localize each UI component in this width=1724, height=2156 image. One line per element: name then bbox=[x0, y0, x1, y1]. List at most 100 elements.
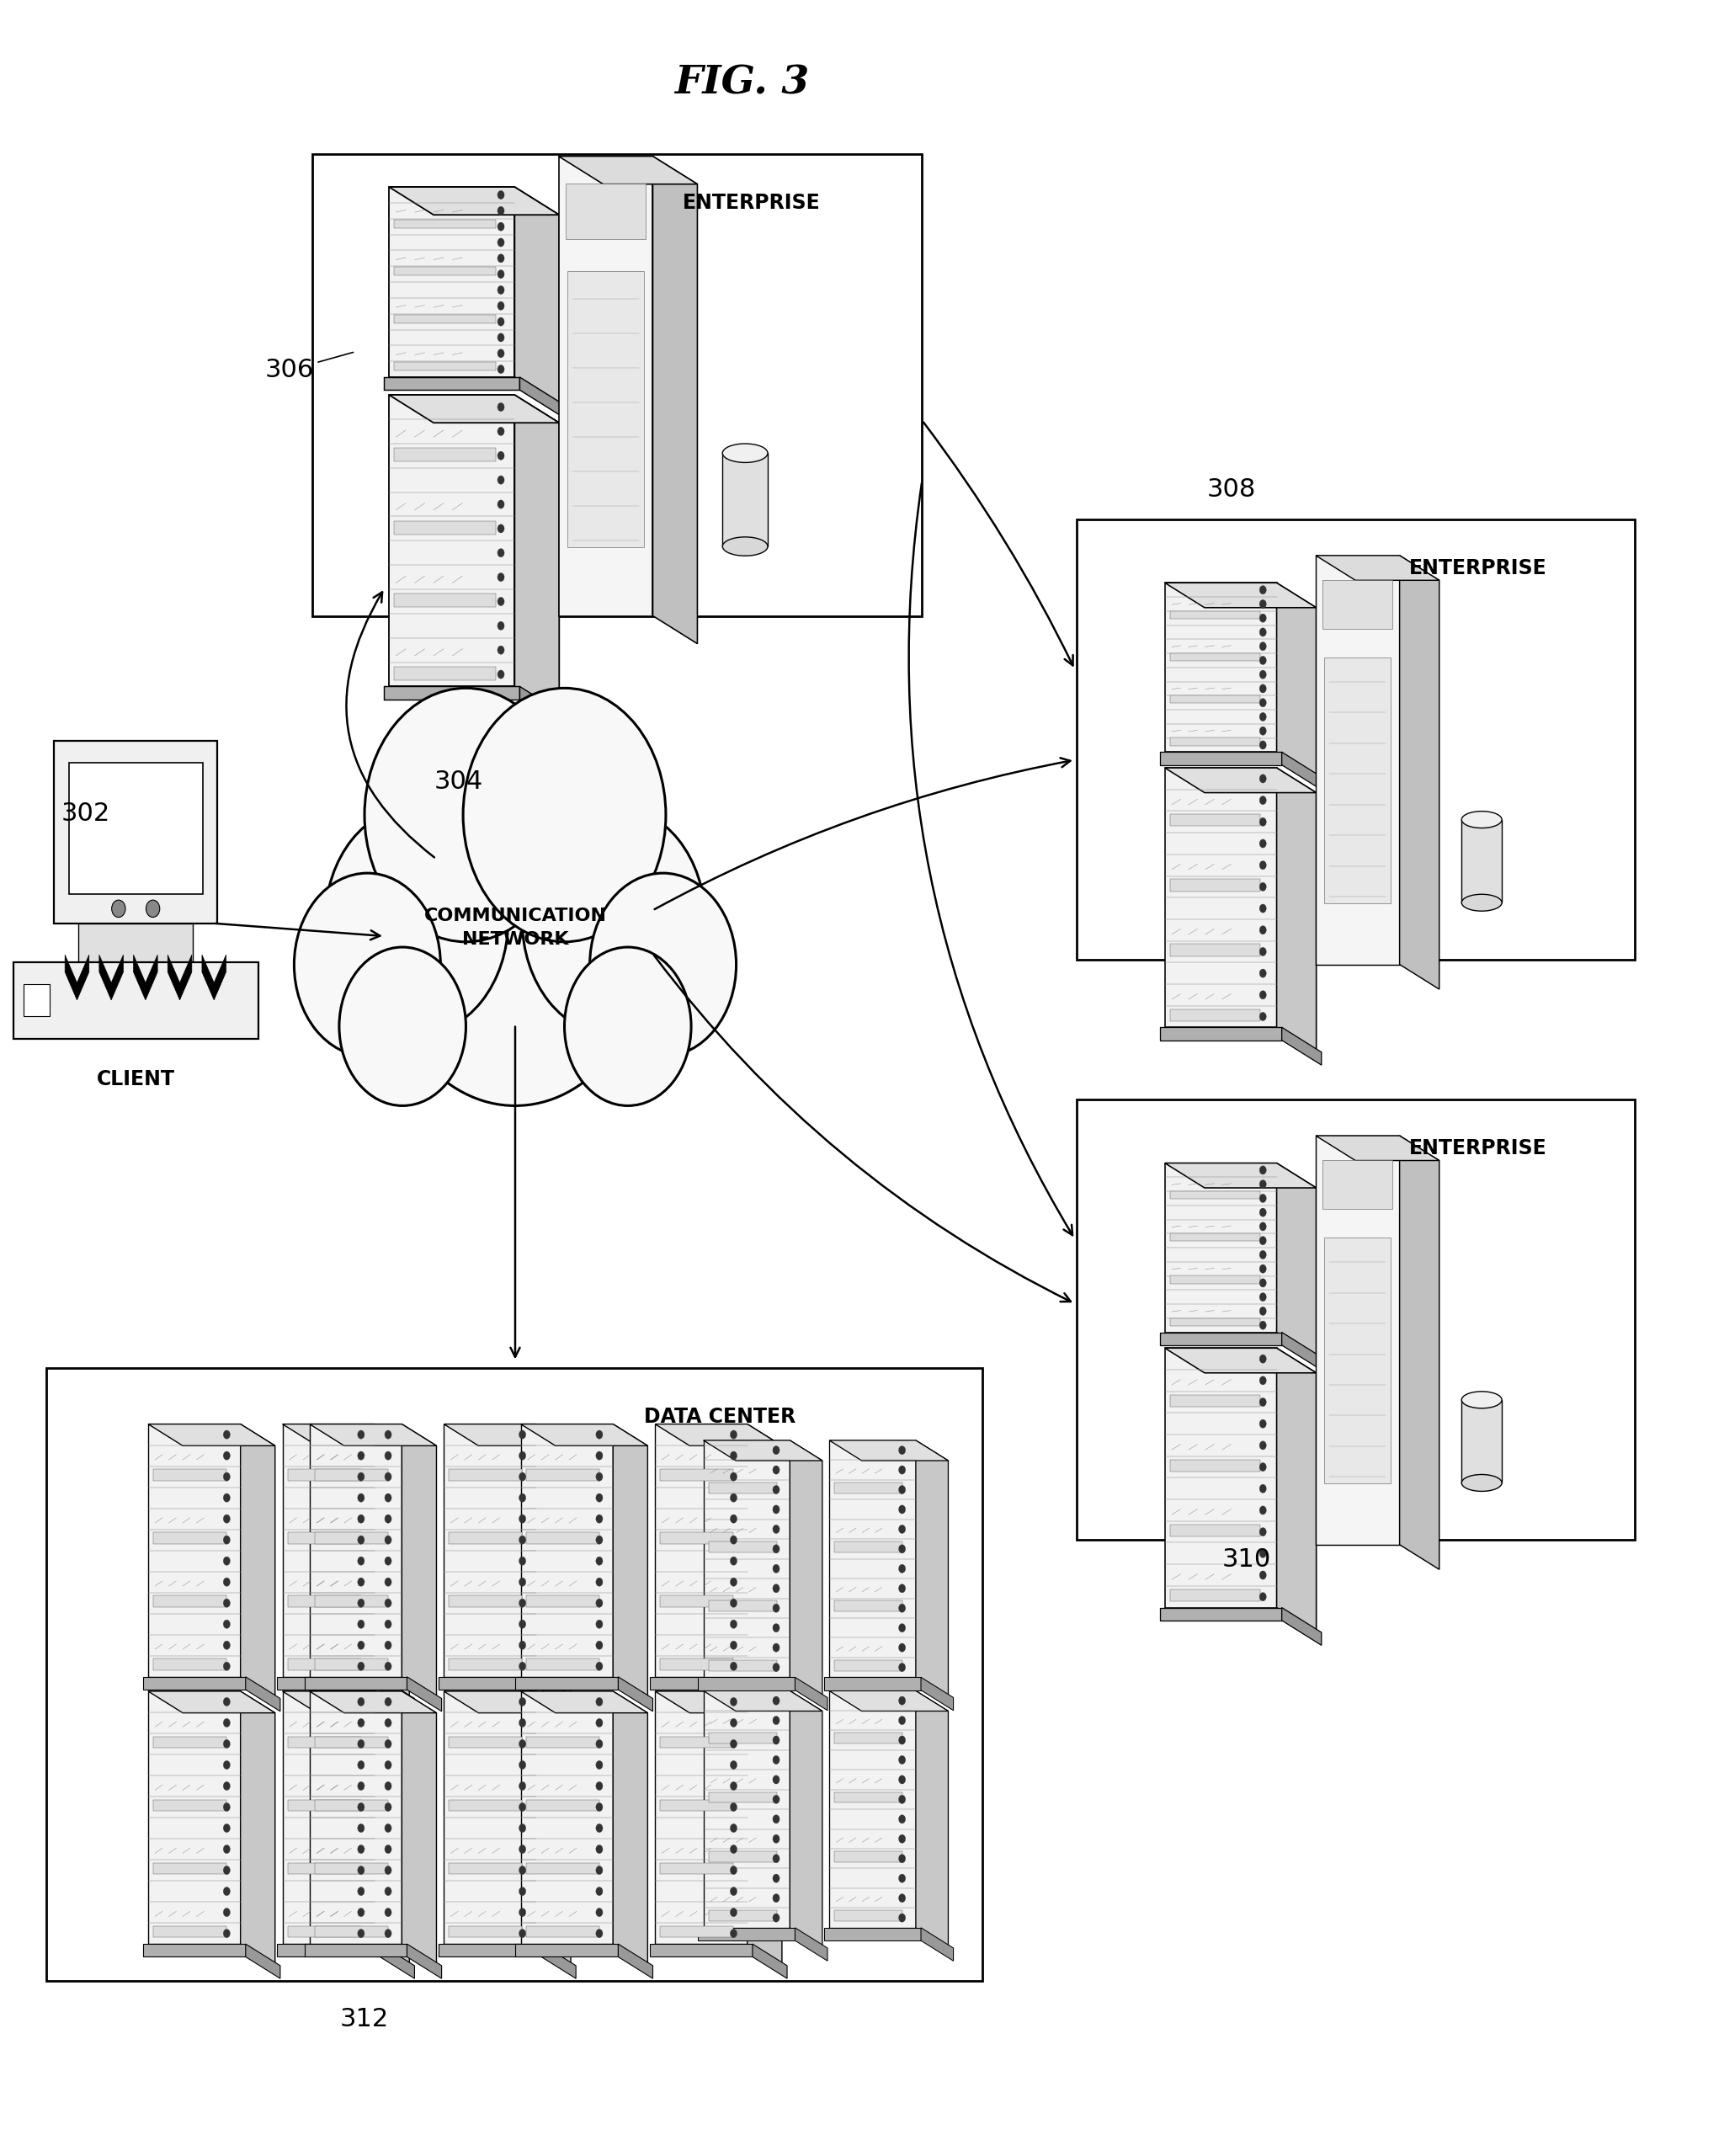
Circle shape bbox=[1260, 990, 1267, 998]
Polygon shape bbox=[790, 1440, 822, 1697]
Circle shape bbox=[1260, 1235, 1267, 1244]
Circle shape bbox=[772, 1835, 779, 1843]
Bar bbox=[53, 742, 217, 923]
Circle shape bbox=[1260, 1354, 1267, 1363]
Bar bbox=[698, 1677, 795, 1690]
Polygon shape bbox=[245, 1945, 281, 1979]
Circle shape bbox=[1260, 599, 1267, 608]
Bar bbox=[1076, 1100, 1634, 1539]
Circle shape bbox=[1260, 1322, 1267, 1330]
Bar bbox=[834, 1542, 903, 1552]
Circle shape bbox=[498, 500, 505, 509]
Polygon shape bbox=[240, 1425, 276, 1699]
Circle shape bbox=[357, 1514, 364, 1522]
Bar bbox=[315, 1658, 388, 1671]
Circle shape bbox=[519, 1662, 526, 1671]
Circle shape bbox=[731, 1451, 738, 1460]
Circle shape bbox=[384, 1494, 391, 1503]
Bar bbox=[703, 1690, 790, 1927]
Circle shape bbox=[597, 1718, 603, 1727]
Circle shape bbox=[1260, 655, 1267, 664]
Circle shape bbox=[357, 1600, 364, 1608]
Ellipse shape bbox=[722, 537, 767, 556]
Bar bbox=[315, 1533, 388, 1544]
Bar bbox=[1171, 610, 1260, 619]
Bar bbox=[395, 593, 497, 608]
Polygon shape bbox=[559, 155, 698, 183]
Circle shape bbox=[731, 1781, 738, 1789]
Bar bbox=[283, 1690, 374, 1945]
Circle shape bbox=[357, 1697, 364, 1705]
Circle shape bbox=[1260, 1166, 1267, 1175]
Circle shape bbox=[772, 1755, 779, 1764]
Polygon shape bbox=[310, 1690, 436, 1712]
Circle shape bbox=[1260, 1222, 1267, 1231]
Polygon shape bbox=[100, 955, 124, 1000]
Circle shape bbox=[224, 1557, 229, 1565]
Text: COMMUNICATION
NETWORK: COMMUNICATION NETWORK bbox=[424, 908, 607, 949]
Circle shape bbox=[357, 1846, 364, 1854]
Circle shape bbox=[498, 427, 505, 436]
Circle shape bbox=[1260, 946, 1267, 955]
Circle shape bbox=[731, 1824, 738, 1833]
Bar bbox=[288, 1863, 360, 1874]
Bar bbox=[709, 1542, 778, 1552]
Bar bbox=[1171, 1276, 1260, 1283]
Circle shape bbox=[519, 1865, 526, 1874]
Bar bbox=[565, 183, 646, 239]
Text: ENTERPRISE: ENTERPRISE bbox=[1410, 558, 1548, 578]
Circle shape bbox=[224, 1429, 229, 1438]
Bar bbox=[288, 1800, 360, 1811]
Bar bbox=[153, 1925, 226, 1938]
Circle shape bbox=[772, 1623, 779, 1632]
Circle shape bbox=[519, 1641, 526, 1649]
Polygon shape bbox=[1165, 582, 1317, 608]
Circle shape bbox=[731, 1473, 738, 1481]
Circle shape bbox=[597, 1886, 603, 1895]
Circle shape bbox=[772, 1697, 779, 1705]
Circle shape bbox=[357, 1662, 364, 1671]
Circle shape bbox=[1260, 774, 1267, 783]
Circle shape bbox=[519, 1578, 526, 1587]
Circle shape bbox=[1260, 627, 1267, 636]
Circle shape bbox=[147, 899, 160, 916]
Polygon shape bbox=[1281, 752, 1322, 789]
Bar bbox=[709, 1733, 778, 1744]
Bar bbox=[1171, 944, 1260, 955]
Circle shape bbox=[224, 1824, 229, 1833]
Circle shape bbox=[731, 1662, 738, 1671]
Polygon shape bbox=[795, 1677, 828, 1710]
Bar bbox=[709, 1481, 778, 1494]
Polygon shape bbox=[746, 1690, 783, 1966]
Polygon shape bbox=[746, 1425, 783, 1699]
Circle shape bbox=[597, 1761, 603, 1770]
Circle shape bbox=[731, 1578, 738, 1587]
Circle shape bbox=[898, 1697, 905, 1705]
Bar bbox=[709, 1910, 778, 1921]
Circle shape bbox=[224, 1514, 229, 1522]
Circle shape bbox=[1260, 1279, 1267, 1287]
Polygon shape bbox=[515, 188, 559, 405]
Bar bbox=[709, 1600, 778, 1611]
Circle shape bbox=[498, 349, 505, 358]
Polygon shape bbox=[619, 1677, 653, 1712]
Circle shape bbox=[1260, 1397, 1267, 1406]
Circle shape bbox=[731, 1514, 738, 1522]
Bar bbox=[79, 923, 193, 962]
Bar bbox=[1165, 1348, 1277, 1608]
Text: 312: 312 bbox=[340, 2007, 388, 2031]
Circle shape bbox=[898, 1544, 905, 1552]
Bar bbox=[650, 1677, 752, 1690]
Circle shape bbox=[772, 1893, 779, 1902]
Circle shape bbox=[772, 1544, 779, 1552]
Circle shape bbox=[340, 946, 465, 1106]
Bar bbox=[824, 1927, 921, 1940]
Circle shape bbox=[1260, 699, 1267, 707]
Polygon shape bbox=[407, 1945, 441, 1979]
Bar bbox=[14, 962, 259, 1039]
Circle shape bbox=[357, 1451, 364, 1460]
Circle shape bbox=[1260, 796, 1267, 804]
Polygon shape bbox=[283, 1425, 409, 1447]
Circle shape bbox=[384, 1429, 391, 1438]
Circle shape bbox=[772, 1524, 779, 1533]
